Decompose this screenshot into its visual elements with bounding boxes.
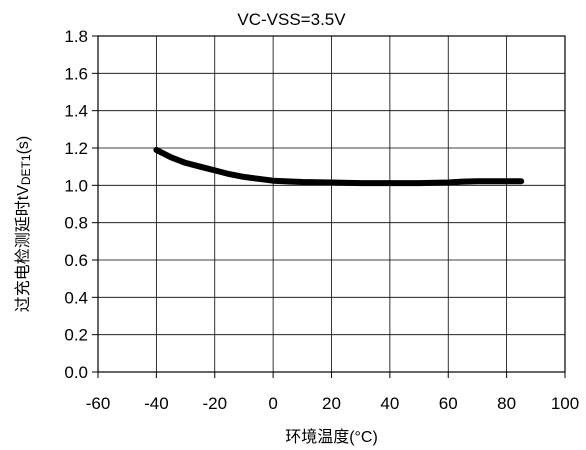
y-tick-label: 0.0 (64, 363, 88, 382)
series-layer (153, 146, 525, 187)
y-tick-label: 1.6 (64, 64, 88, 83)
y-axis-label: 过充电检测延时tVDET1(s) (14, 136, 33, 312)
x-tick-label: -60 (86, 394, 111, 413)
y-tick-label: 0.4 (64, 288, 88, 307)
y-tick-label: 1.2 (64, 139, 88, 158)
x-tick-label: 0 (268, 394, 277, 413)
y-tick-label: 1.8 (64, 27, 88, 46)
x-tick-label: 80 (497, 394, 516, 413)
y-tick-label: 1.4 (64, 102, 88, 121)
x-tick-label: -20 (202, 394, 227, 413)
y-axis-ticks: 0.0 0.2 0.4 0.6 0.8 1.0 1.2 1.4 1.6 1.8 (64, 27, 98, 382)
y-axis-label-main: 过充电检测延时tV (14, 185, 32, 312)
y-tick-label: 0.8 (64, 214, 88, 233)
x-tick-label: 40 (380, 394, 399, 413)
x-axis-ticks: -60 -40 -20 0 20 40 60 80 100 (86, 372, 579, 413)
series-line (153, 146, 525, 187)
x-tick-label: 20 (322, 394, 341, 413)
x-tick-label: -40 (144, 394, 169, 413)
y-axis-label-unit: (s) (15, 136, 32, 155)
x-tick-label: 100 (551, 394, 579, 413)
x-tick-label: 60 (439, 394, 458, 413)
y-tick-label: 0.6 (64, 251, 88, 270)
x-axis-label: 环境温度(°C) (285, 427, 378, 446)
y-axis-label-sub: DET1 (19, 154, 33, 185)
y-tick-label: 1.0 (64, 176, 88, 195)
chart-title: VC-VSS=3.5V (237, 10, 346, 29)
grid-lines (97, 35, 566, 373)
y-tick-label: 0.2 (64, 326, 88, 345)
